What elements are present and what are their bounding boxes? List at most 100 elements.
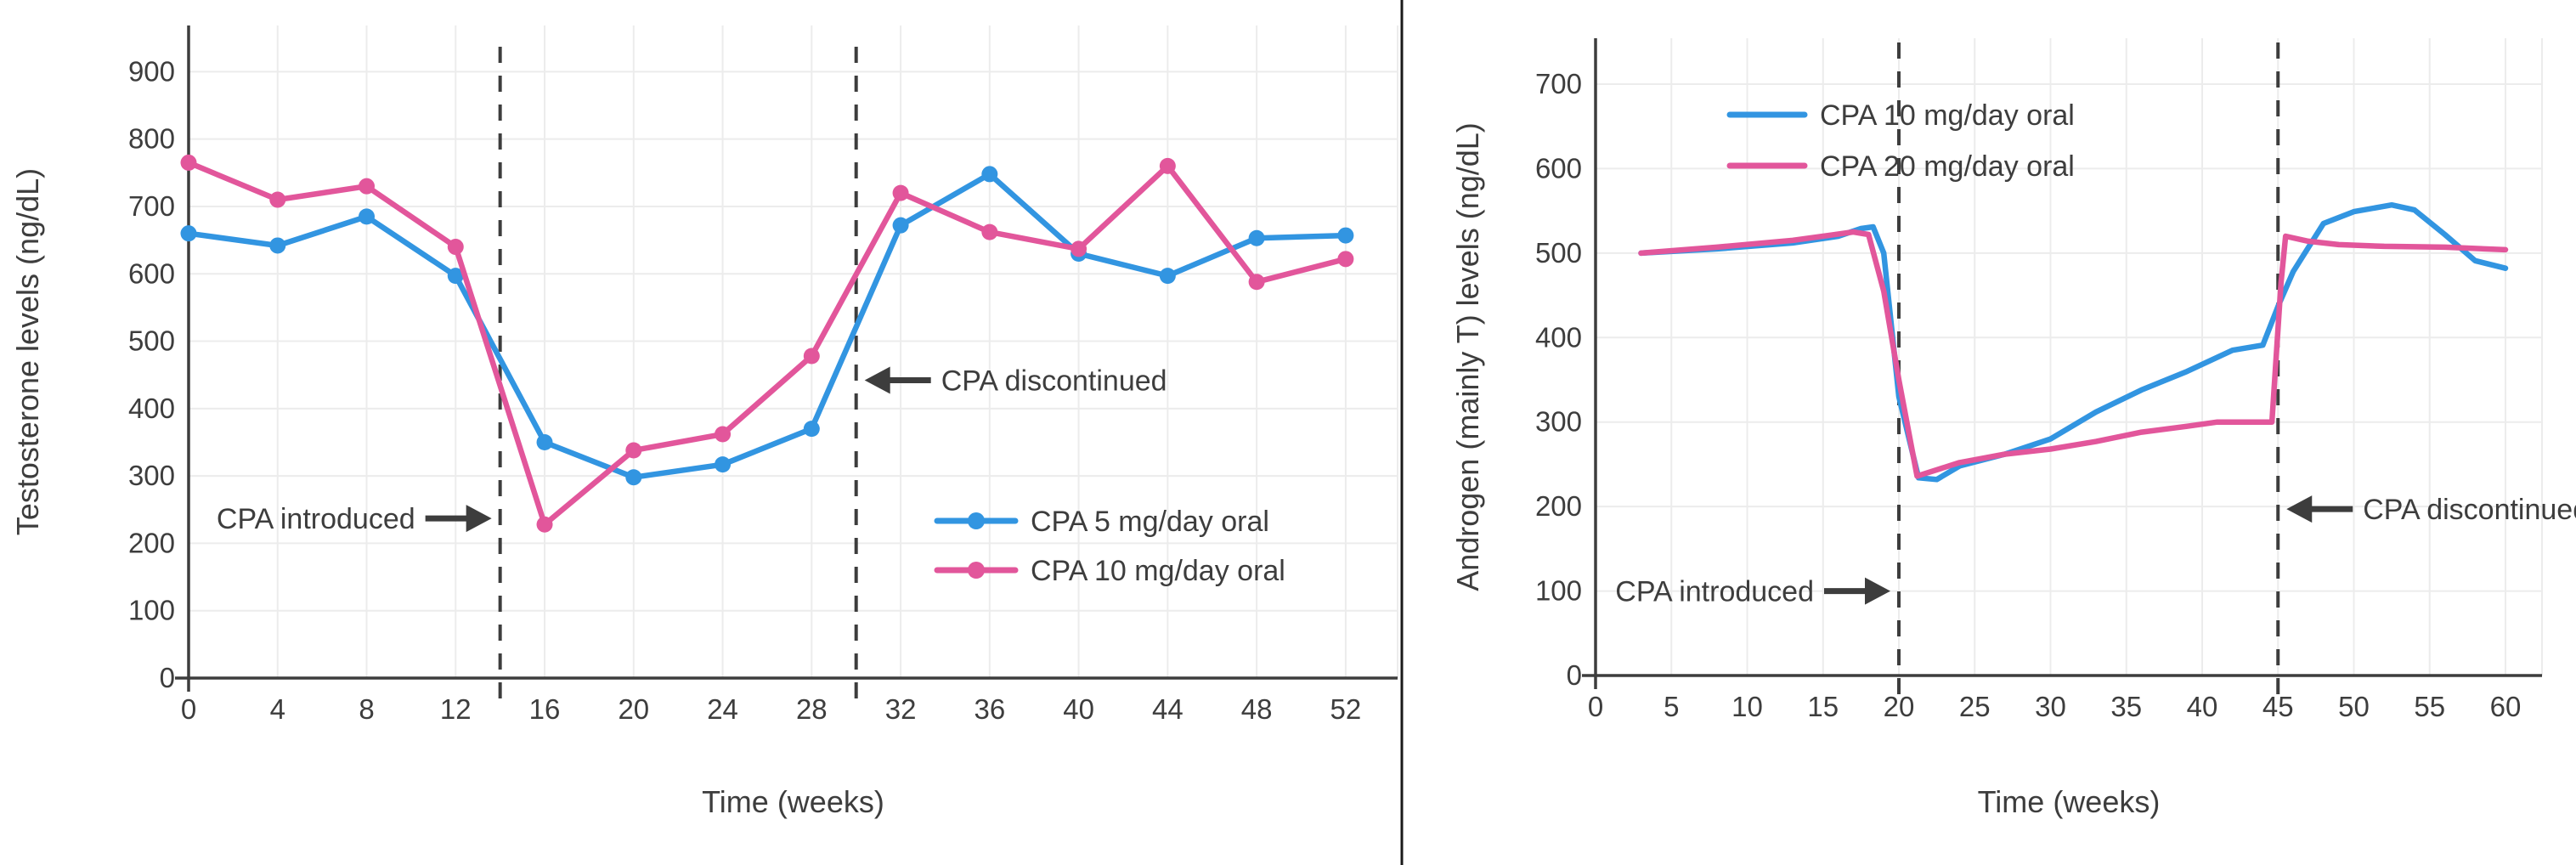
y-axis-title: Androgen (mainly T) levels (ng/dL)	[1450, 122, 1485, 591]
x-tick-label: 32	[885, 693, 917, 725]
legend-label: CPA 5 mg/day oral	[1031, 506, 1269, 538]
x-tick-label: 24	[707, 693, 738, 725]
y-tick-label: 300	[1535, 406, 1582, 438]
annotation-cpa-introduced: CPA introduced	[217, 503, 492, 535]
data-point	[536, 516, 553, 533]
data-point	[625, 442, 642, 459]
x-tick-label: 10	[1731, 691, 1763, 722]
legend-entry: CPA 5 mg/day oral	[934, 506, 1269, 538]
legend-label: CPA 10 mg/day oral	[1031, 555, 1285, 587]
legend-marker-dot	[968, 562, 985, 579]
y-tick-label: 900	[128, 55, 175, 87]
data-point	[180, 154, 197, 171]
x-tick-label: 8	[359, 693, 374, 725]
data-point	[269, 237, 286, 254]
y-axis-title: Testosterone levels (ng/dL)	[10, 168, 45, 535]
x-tick-label: 48	[1241, 693, 1273, 725]
data-point	[892, 184, 909, 201]
data-point	[892, 217, 909, 234]
annotation-text: CPA discontinued	[2363, 494, 2576, 526]
x-tick-label: 0	[1588, 691, 1603, 722]
y-tick-label: 700	[128, 190, 175, 222]
data-point	[1159, 268, 1176, 285]
left-arrow-icon	[864, 366, 890, 394]
series-markers	[180, 166, 1354, 486]
y-tick-label: 400	[128, 393, 175, 424]
y-tick-label: 500	[1535, 237, 1582, 269]
x-tick-label: 15	[1807, 691, 1839, 722]
annotation-text: CPA discontinued	[941, 365, 1167, 398]
x-tick-label: 25	[1959, 691, 1991, 722]
data-point	[803, 348, 820, 365]
legend-entry: CPA 20 mg/day oral	[1726, 150, 2075, 183]
data-point	[1159, 157, 1176, 174]
x-tick-label: 28	[796, 693, 828, 725]
x-tick-label: 20	[1884, 691, 1915, 722]
x-tick-label: 0	[181, 693, 196, 725]
series-line	[1638, 229, 2509, 479]
series-markers	[180, 154, 1354, 533]
data-point	[715, 426, 732, 443]
gridlines	[189, 25, 1398, 678]
y-tick-label: 0	[160, 662, 175, 693]
y-tick-label: 0	[1567, 659, 1582, 691]
y-tick-label: 100	[1535, 575, 1582, 607]
x-tick-label: 40	[1063, 693, 1094, 725]
x-axis-title: Time (weeks)	[702, 784, 884, 819]
x-tick-label: 36	[974, 693, 1005, 725]
data-point	[447, 268, 464, 285]
series-line	[185, 171, 1349, 480]
data-point	[359, 178, 376, 195]
x-tick-label: 35	[2110, 691, 2142, 722]
annotation-cpa-discontinued: CPA discontinued	[2286, 494, 2576, 526]
legend: CPA 10 mg/day oral CPA 20 mg/day oral	[1726, 99, 2075, 183]
data-point	[180, 225, 197, 242]
data-point	[1337, 251, 1354, 268]
data-point	[981, 166, 998, 183]
data-point	[269, 191, 286, 208]
data-point	[715, 456, 732, 473]
legend-label: CPA 20 mg/day oral	[1820, 150, 2075, 183]
x-tick-label: 52	[1330, 693, 1362, 725]
y-tick-label: 200	[1535, 490, 1582, 522]
series-line	[1638, 201, 2509, 483]
legend-label: CPA 10 mg/day oral	[1820, 99, 2075, 132]
annotation-text: CPA introduced	[217, 503, 415, 535]
y-tick-label: 600	[128, 257, 175, 289]
annotation-text: CPA introduced	[1615, 576, 1814, 608]
y-tick-label: 800	[128, 123, 175, 155]
x-tick-label: 45	[2262, 691, 2294, 722]
x-tick-label: 44	[1152, 693, 1183, 725]
x-tick-label: 12	[440, 693, 472, 725]
x-tick-label: 4	[270, 693, 285, 725]
y-tick-label: 300	[128, 460, 175, 491]
annotation-cpa-discontinued: CPA discontinued	[864, 365, 1167, 398]
data-point	[536, 433, 553, 450]
x-tick-label: 16	[529, 693, 561, 725]
right-arrow-icon	[466, 505, 492, 533]
data-point	[359, 208, 376, 225]
legend-entry: CPA 10 mg/day oral	[1726, 99, 2075, 132]
right-arrow-icon	[1865, 577, 1890, 605]
y-tick-label: 100	[128, 595, 175, 626]
annotation-cpa-introduced: CPA introduced	[1615, 576, 1890, 608]
x-tick-label: 20	[618, 693, 649, 725]
tick-labels: 0 100 200 300 400 500 600 700 0 5 10 15 20 25 30 35 40 45…	[1535, 68, 2521, 722]
x-tick-label: 60	[2490, 691, 2522, 722]
series-line	[185, 160, 1349, 528]
androgen-chart: 0 100 200 300 400 500 600 700 0 5 10 15 20 25 30 35 40 45…	[1450, 38, 2576, 819]
legend: CPA 5 mg/day oral CPA 10 mg/day oral	[934, 506, 1285, 587]
x-tick-label: 30	[2035, 691, 2066, 722]
y-tick-label: 600	[1535, 152, 1582, 184]
legend-marker-dot	[968, 512, 985, 529]
data-point	[803, 421, 820, 438]
y-tick-label: 700	[1535, 68, 1582, 99]
data-point	[625, 469, 642, 486]
data-point	[1337, 227, 1354, 244]
x-axis-title: Time (weeks)	[1978, 784, 2161, 819]
x-tick-label: 40	[2187, 691, 2218, 722]
